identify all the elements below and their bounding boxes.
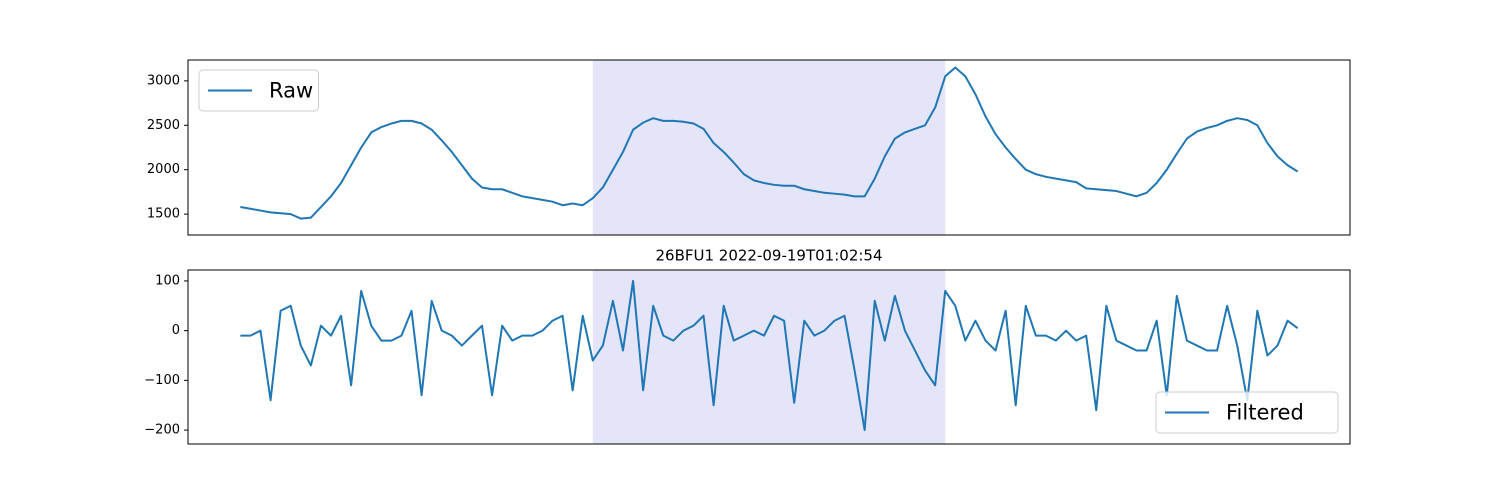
y-tick-label: −100 <box>144 373 180 388</box>
legend-label: Filtered <box>1226 401 1304 425</box>
data-line <box>240 66 1299 220</box>
data-line <box>240 279 1299 432</box>
y-tick-label: 100 <box>155 273 180 288</box>
axes-frame <box>187 269 1351 445</box>
highlight-span <box>592 60 946 235</box>
legend-box <box>198 69 319 112</box>
y-tick-label: −200 <box>144 423 180 438</box>
axes-frame <box>187 59 1351 236</box>
y-tick-label: 1500 <box>147 207 180 222</box>
legend-box <box>1155 391 1339 434</box>
y-tick-label: 3000 <box>147 73 180 88</box>
y-tick-label: 0 <box>172 323 180 338</box>
chart-title: 26BFU1 2022-09-19T01:02:54 <box>656 247 883 265</box>
y-tick-label: 2500 <box>147 118 180 133</box>
y-tick-label: 2000 <box>147 162 180 177</box>
legend-label: Raw <box>269 79 313 103</box>
highlight-span <box>592 270 946 444</box>
